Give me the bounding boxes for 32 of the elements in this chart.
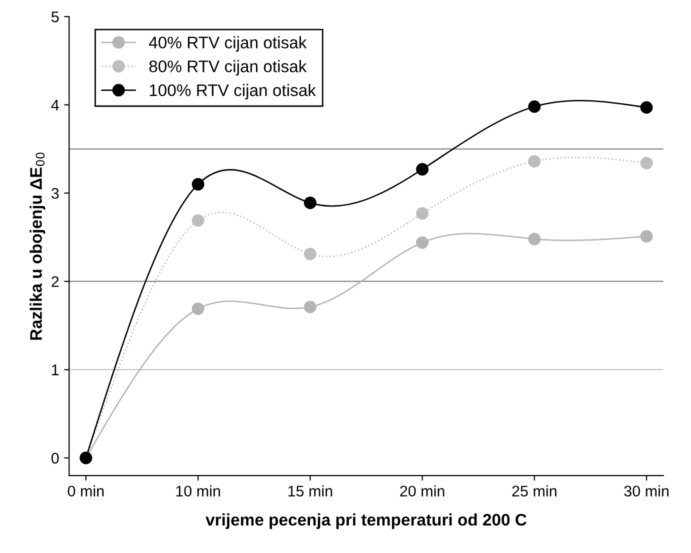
y-tick-label: 3 [51, 188, 59, 199]
y-tick-label: 1 [52, 364, 59, 376]
legend-label: 40% RTV cijan otisak [148, 36, 307, 52]
x-tick-label: 0 min [68, 485, 104, 497]
point [416, 236, 429, 249]
legend-label: 80% RTV cijan otisak [149, 60, 307, 76]
legend-label: 100% RTV cijan otisak [150, 84, 316, 100]
point [416, 207, 429, 220]
point [528, 100, 541, 113]
point [192, 214, 204, 227]
y-tick-label: 0 [51, 452, 59, 464]
point [416, 163, 429, 176]
x-tick-label: 15 min [288, 485, 332, 497]
point [640, 156, 653, 170]
point [192, 302, 204, 316]
x-axis-title: vrijeme pecenja pri temperaturi od 200 C [206, 513, 526, 529]
point [192, 178, 204, 191]
point [528, 232, 541, 246]
x-tick-label: 20 min [400, 485, 444, 497]
point [640, 101, 653, 114]
y-axis-title: Razlika u obojenju ΔE$_{00}$ [30, 152, 46, 340]
y-tick-label: 4 [51, 100, 59, 110]
x-tick-label: 10 min [176, 485, 220, 497]
x-tick-label: 25 min [512, 485, 556, 497]
point [304, 248, 316, 260]
y-tick-label: 5 [51, 12, 59, 22]
point [528, 155, 541, 168]
point [640, 230, 653, 243]
y-tick-label: 2 [52, 276, 59, 287]
point [304, 196, 316, 210]
x-tick-label: 30 min [624, 485, 668, 497]
point [304, 300, 316, 314]
